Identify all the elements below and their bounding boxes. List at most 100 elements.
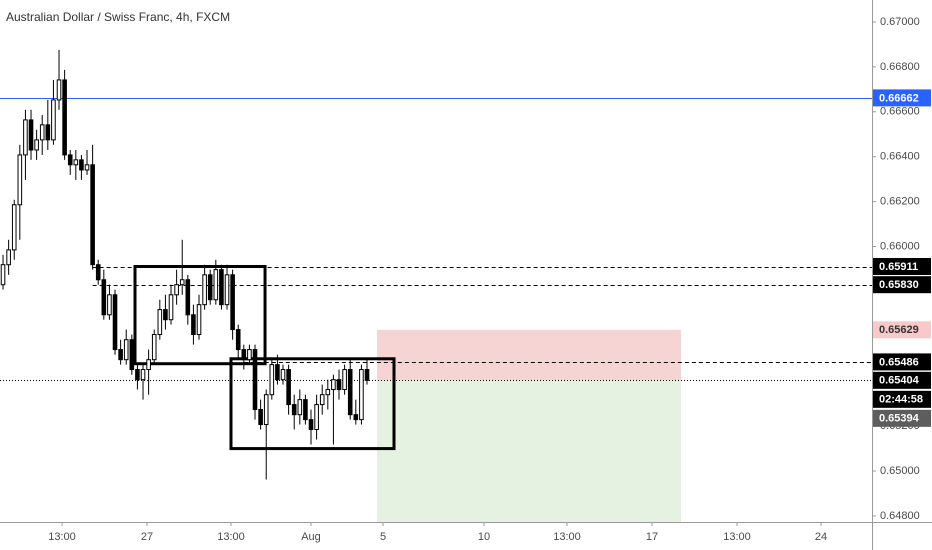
candle-body [297, 399, 303, 416]
y-tick-label: 0.67000 [880, 16, 920, 28]
candle [303, 394, 308, 425]
candle [319, 384, 325, 415]
candle-body [347, 369, 353, 416]
candle [353, 399, 359, 425]
candle [0, 254, 6, 290]
y-tick-label: 0.66200 [880, 196, 920, 208]
candle [364, 359, 370, 385]
candle [45, 99, 51, 150]
candle-body [179, 279, 185, 286]
candle-body [359, 369, 364, 421]
candle-body [56, 79, 62, 101]
candle [84, 149, 90, 175]
candle [308, 409, 314, 445]
candle-body [163, 309, 168, 321]
countdown: 02:44:58 [879, 394, 923, 406]
candle-body [230, 274, 235, 331]
candle [359, 364, 364, 425]
candle-body [118, 349, 123, 361]
candle [163, 294, 168, 330]
candle [342, 364, 347, 395]
candle [73, 149, 79, 180]
candle-body [39, 124, 45, 141]
candle-body [331, 379, 336, 391]
candle [101, 269, 107, 320]
candle [331, 374, 336, 445]
candle-body [73, 159, 79, 166]
candle-body [123, 339, 129, 361]
candle-body [303, 399, 308, 421]
candle [230, 269, 235, 340]
candle-body [342, 369, 347, 391]
candle-body [325, 389, 331, 396]
candle-body [319, 394, 325, 406]
candle-body [280, 369, 286, 381]
x-tick-label: 24 [815, 531, 827, 543]
candle [275, 354, 280, 385]
candle-body [112, 294, 118, 351]
candle-body [146, 359, 151, 371]
candle-body [101, 279, 107, 316]
candle [191, 304, 196, 345]
candle-body [196, 304, 202, 336]
candle-body [241, 349, 247, 361]
candle [107, 284, 112, 320]
box [229, 357, 396, 451]
candle [219, 264, 224, 310]
candle [297, 389, 303, 425]
y-tick-label: 0.65000 [880, 465, 920, 477]
candle [263, 389, 269, 480]
candle [185, 274, 191, 325]
box [133, 265, 267, 366]
candle [11, 199, 17, 260]
y-tick-label: 0.64800 [880, 510, 920, 522]
candle [224, 264, 230, 310]
candle-body [263, 394, 269, 426]
candle [23, 109, 28, 180]
candle [252, 344, 258, 420]
candle [196, 294, 202, 340]
x-tick-label: 13:00 [723, 531, 751, 543]
candle [39, 114, 45, 155]
candle-body [185, 279, 191, 316]
candle-body [275, 364, 280, 381]
price-tag-bg [873, 371, 931, 389]
candle-body [45, 124, 51, 141]
last-price-tag: 0.65394 [879, 413, 920, 425]
candle [56, 49, 62, 110]
candle [140, 364, 146, 400]
candle-body [107, 294, 112, 316]
candle-body [79, 159, 84, 171]
candle [286, 364, 291, 415]
x-tick-label: 10 [478, 531, 490, 543]
countdown-bg [873, 390, 931, 408]
candle [174, 269, 179, 305]
candle [269, 359, 275, 400]
price-tag-bg [873, 353, 931, 371]
y-tick-label: 0.66400 [880, 151, 920, 163]
candle [336, 369, 342, 400]
stop-tag: 0.65629 [879, 324, 919, 336]
x-tick-label: 27 [141, 531, 153, 543]
candle-body [269, 364, 275, 396]
x-tick-label: 5 [380, 531, 386, 543]
candle [241, 344, 247, 370]
candle-body [67, 154, 73, 166]
candle [95, 259, 101, 285]
candle-body [224, 274, 230, 306]
candle [17, 144, 23, 240]
candle-body [151, 334, 157, 361]
candle [280, 364, 286, 385]
candle-body [95, 264, 101, 281]
candle-body [258, 409, 263, 426]
price-tag-bg [873, 276, 931, 294]
x-tick-label: 13:00 [217, 531, 245, 543]
candle [325, 379, 331, 410]
price-tag-bg [873, 89, 931, 107]
candle-body [202, 274, 207, 306]
candle-body [252, 349, 258, 411]
candle [291, 394, 297, 430]
position-target-zone [377, 380, 681, 522]
candle-body [364, 369, 370, 381]
